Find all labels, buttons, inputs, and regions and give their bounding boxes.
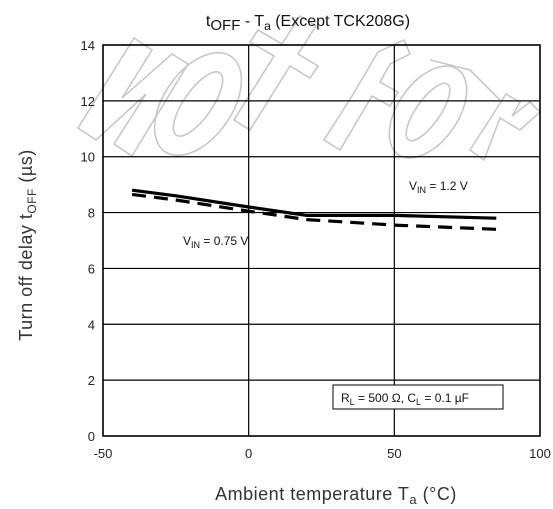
x-tick-label-3: 100	[529, 446, 551, 461]
y-tick-label-6: 12	[81, 94, 95, 109]
y-tick-label-5: 10	[81, 150, 95, 165]
series-label-vin-0-75: VIN = 0.75 V	[183, 234, 248, 250]
watermark-letter-o2	[388, 65, 468, 159]
y-tick-label-2: 4	[88, 317, 95, 332]
y-axis-label: Turn off delay tOFF (µs)	[16, 149, 39, 340]
series-layer	[131, 188, 497, 231]
y-tick-label-1: 2	[88, 373, 95, 388]
y-tick-label-4: 8	[88, 206, 95, 221]
watermark-stroke	[429, 59, 501, 101]
plot-frame	[102, 44, 541, 437]
watermark-letter-n	[76, 36, 190, 158]
x-tick-label-2: 50	[387, 446, 401, 461]
watermark-letter-o	[153, 51, 243, 157]
watermark-letter-o2-inner	[405, 82, 451, 142]
conditions-text: RL = 500 Ω, CL = 0.1 µF	[341, 391, 469, 407]
conditions-box-frame	[332, 384, 504, 410]
plot-grid	[102, 44, 541, 437]
watermark-letter-t	[232, 14, 320, 132]
series-line-0	[131, 188, 497, 220]
x-tick-label-0: -50	[94, 446, 113, 461]
watermark-letter-f	[322, 38, 412, 152]
x-axis-label: Ambient temperature Ta (°C)	[215, 484, 457, 507]
y-tick-label-3: 6	[88, 261, 95, 276]
chart-title: tOFF - Ta (Except TCK208G)	[206, 13, 410, 34]
x-tick-label-1: 0	[245, 446, 252, 461]
watermark-letter-r	[468, 92, 542, 162]
series-line-1	[131, 192, 497, 231]
watermark	[76, 14, 542, 162]
tick-labels: 0 2 4 6 8 10 12 14 -50 0 50 100	[81, 38, 551, 461]
watermark-letter-o-inner	[172, 71, 224, 137]
conditions-box: RL = 500 Ω, CL = 0.1 µF	[332, 384, 504, 410]
y-tick-label-0: 0	[88, 429, 95, 444]
y-tick-label-7: 14	[81, 38, 95, 53]
series-label-vin-1-2: VIN = 1.2 V	[409, 179, 468, 195]
